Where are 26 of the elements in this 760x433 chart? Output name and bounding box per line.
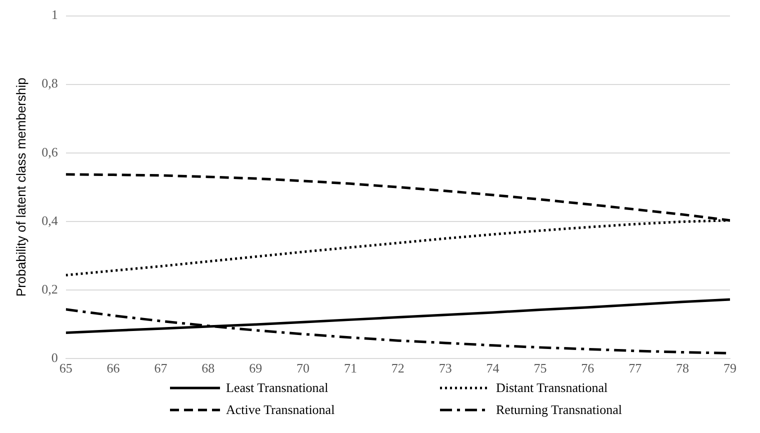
y-tick-label: 0,6: [42, 144, 58, 160]
x-tick-label: 65: [59, 360, 72, 376]
x-tick-label: 76: [581, 360, 595, 376]
legend-label: Returning Transnational: [496, 402, 622, 418]
x-tick-label: 75: [534, 360, 547, 376]
x-tick-label: 67: [154, 360, 168, 376]
y-tick-label: 0,2: [42, 281, 58, 296]
x-tick-label: 66: [106, 360, 120, 376]
y-axis-title: Probability of latent class membership: [13, 78, 28, 297]
y-tick-label: 1: [51, 7, 58, 22]
y-tick-label: 0,4: [42, 212, 58, 228]
x-tick-label: 69: [249, 360, 262, 376]
x-tick-label: 78: [676, 360, 690, 376]
x-tick-label: 72: [391, 360, 404, 376]
y-tick-label: 0: [51, 350, 58, 365]
x-tick-label: 68: [202, 360, 215, 376]
x-tick-label: 77: [628, 360, 642, 376]
x-tick-label: 74: [486, 360, 500, 376]
x-tick-label: 73: [438, 360, 452, 376]
legend-label: Distant Transnational: [496, 380, 608, 396]
x-tick-label: 70: [296, 360, 310, 376]
y-tick-label: 0,8: [42, 76, 58, 91]
x-tick-label: 71: [344, 360, 357, 376]
x-tick-label: 79: [724, 360, 736, 376]
legend-label: Least Transnational: [226, 380, 328, 396]
legend-label: Active Transnational: [226, 402, 335, 418]
